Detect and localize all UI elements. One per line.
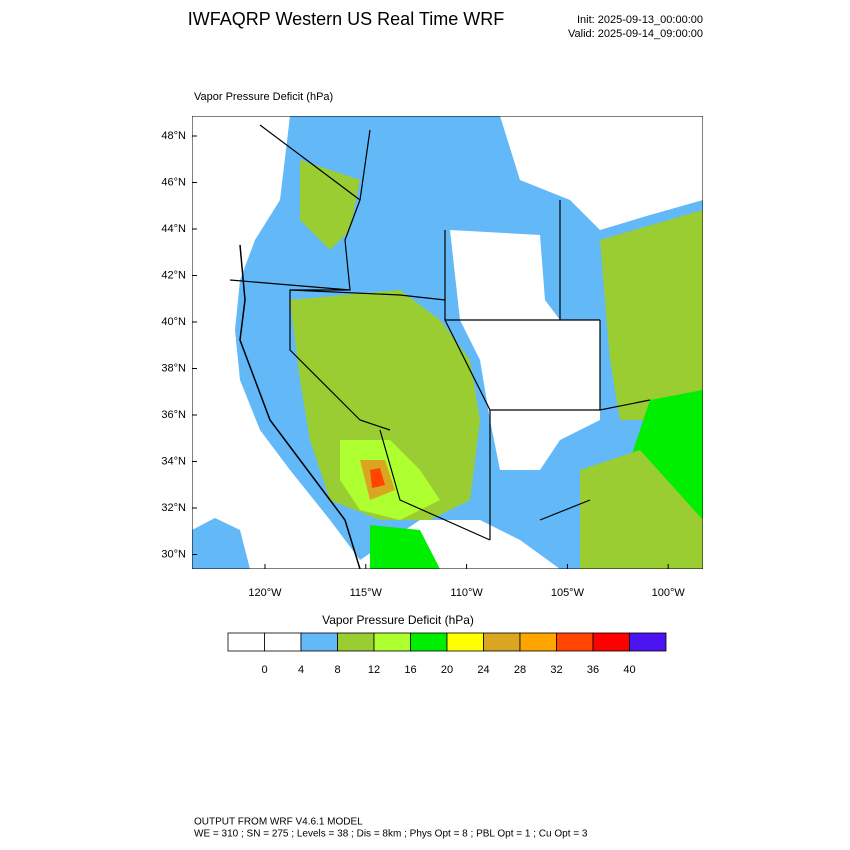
- colorbar-box: [410, 632, 448, 652]
- colorbar-box: [592, 632, 630, 652]
- colorbar-label: 12: [368, 664, 380, 676]
- init-time: Init: 2025-09-13_00:00:00: [577, 14, 703, 26]
- colorbar-box: [373, 632, 411, 652]
- colorbar-box: [337, 632, 375, 652]
- colorbar-box: [629, 632, 667, 652]
- colorbar-box: [264, 632, 302, 652]
- colorbar-label: 40: [623, 664, 635, 676]
- colorbar-box: [300, 632, 338, 652]
- lat-label: 40°N: [161, 316, 186, 328]
- lat-label: 38°N: [161, 362, 186, 374]
- lat-label: 42°N: [161, 269, 186, 281]
- lon-label: 120°W: [248, 587, 282, 599]
- footer-line: OUTPUT FROM WRF V4.6.1 MODEL: [194, 817, 363, 828]
- lon-label: 100°W: [652, 587, 686, 599]
- lat-label: 34°N: [161, 455, 186, 467]
- colorbar-label: 4: [298, 664, 304, 676]
- colorbar-label: 24: [477, 664, 489, 676]
- map: [192, 116, 703, 569]
- colorbar-label: 32: [550, 664, 562, 676]
- colorbar-label: 36: [587, 664, 599, 676]
- lat-label: 32°N: [161, 502, 186, 514]
- map-label: Vapor Pressure Deficit (hPa): [194, 91, 333, 103]
- colorbar-title: Vapor Pressure Deficit (hPa): [322, 613, 474, 627]
- colorbar-label: 20: [441, 664, 453, 676]
- valid-time: Valid: 2025-09-14_09:00:00: [568, 28, 703, 40]
- colorbar-box: [483, 632, 521, 652]
- colorbar-box: [227, 632, 265, 652]
- lat-label: 48°N: [161, 130, 186, 142]
- lat-label: 44°N: [161, 223, 186, 235]
- colorbar-label: 0: [261, 664, 267, 676]
- colorbar-label: 16: [404, 664, 416, 676]
- colorbar-label: 8: [334, 664, 340, 676]
- lon-label: 115°W: [350, 587, 383, 599]
- lon-label: 105°W: [551, 587, 585, 599]
- footer-line: WE = 310 ; SN = 275 ; Levels = 38 ; Dis …: [194, 829, 588, 840]
- title: IWFAQRP Western US Real Time WRF: [188, 9, 504, 29]
- colorbar-label: 28: [514, 664, 526, 676]
- lat-label: 30°N: [161, 548, 186, 560]
- colorbar-box: [556, 632, 594, 652]
- lat-label: 46°N: [161, 176, 186, 188]
- colorbar-box: [446, 632, 484, 652]
- lon-label: 110°W: [450, 587, 483, 599]
- lat-label: 36°N: [161, 409, 186, 421]
- colorbar-box: [519, 632, 557, 652]
